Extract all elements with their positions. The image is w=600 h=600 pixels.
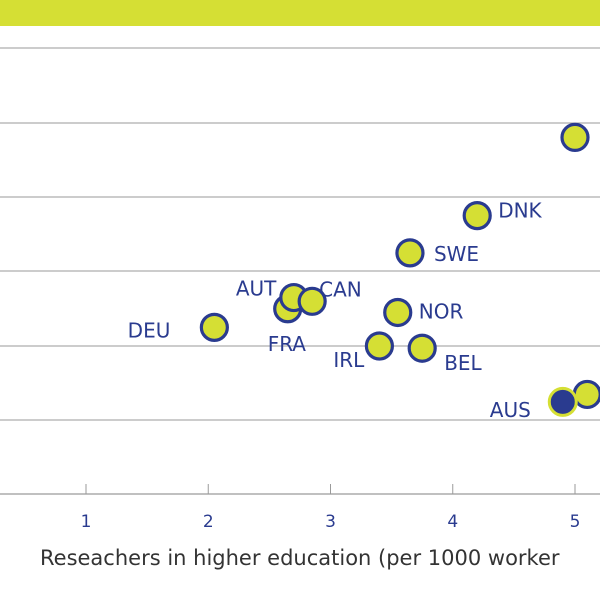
top-band <box>0 0 600 26</box>
point-label-bel: BEL <box>444 351 482 375</box>
x-tick-label-5: 5 <box>570 512 581 532</box>
point-unlabeled-10 <box>572 379 600 410</box>
point-labels: DEU FRA AUT CAN IRL NOR BEL SWE DNK AUS <box>128 199 543 422</box>
point-dnk <box>462 201 492 231</box>
point-bel <box>407 333 437 363</box>
point-label-irl: IRL <box>333 348 365 372</box>
x-tick-label-1: 1 <box>81 512 92 532</box>
x-ticks: 1 2 3 4 5 <box>81 484 581 532</box>
x-tick-label-2: 2 <box>203 512 214 532</box>
gridlines <box>0 47 600 421</box>
point-label-fra: FRA <box>268 332 307 356</box>
point-irl <box>364 331 394 361</box>
point-label-swe: SWE <box>434 242 479 266</box>
point-swe <box>395 238 425 268</box>
point-can <box>297 286 327 316</box>
point-label-can: CAN <box>319 277 362 301</box>
point-label-aut: AUT <box>236 277 277 301</box>
data-points <box>199 122 600 417</box>
x-tick-label-3: 3 <box>325 512 336 532</box>
point-aus <box>547 386 578 417</box>
point-label-aus: AUS <box>490 398 531 422</box>
point-label-dnk: DNK <box>498 199 542 223</box>
point-unlabeled-9 <box>560 122 590 152</box>
point-nor <box>383 297 413 328</box>
x-tick-label-4: 4 <box>447 512 458 532</box>
point-label-deu: DEU <box>128 318 171 342</box>
point-deu <box>199 312 229 342</box>
x-axis-label: Reseachers in higher education (per 1000… <box>40 546 560 570</box>
point-label-nor: NOR <box>419 299 464 323</box>
